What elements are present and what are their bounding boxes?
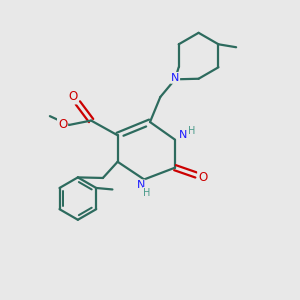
Text: O: O [198,171,207,184]
Text: N: N [179,130,188,140]
Text: N: N [136,180,145,190]
Text: H: H [143,188,151,198]
Text: O: O [58,118,67,131]
Text: O: O [68,91,77,103]
Text: N: N [171,73,179,83]
Text: H: H [188,126,196,136]
